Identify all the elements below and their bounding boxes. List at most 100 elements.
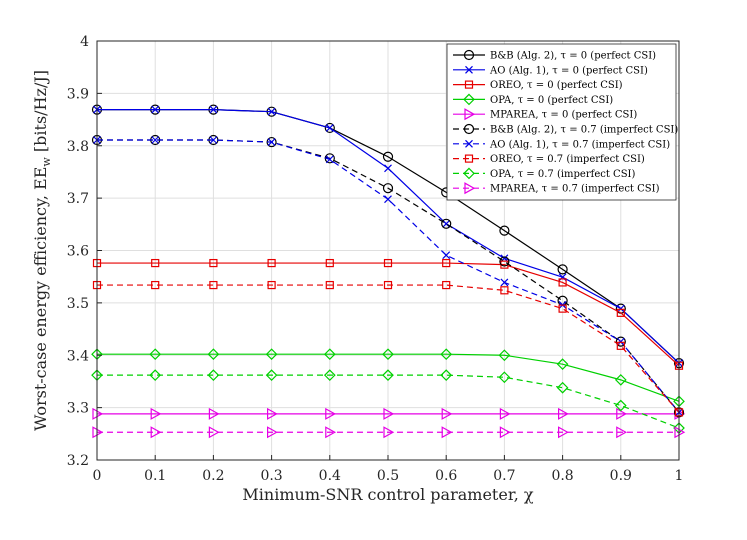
y-tick-label: 3.8 xyxy=(67,139,89,155)
data-point xyxy=(442,280,451,290)
data-point xyxy=(614,374,627,386)
data-point xyxy=(383,258,393,268)
data-point xyxy=(207,348,220,361)
data-point xyxy=(616,341,625,350)
y-tick-label: 3.9 xyxy=(67,86,89,102)
y-axis-label-main: Worst-case energy efficiency, EE xyxy=(31,167,50,431)
data-point xyxy=(382,348,394,361)
data-point xyxy=(325,426,337,439)
data-point xyxy=(209,280,218,290)
data-point xyxy=(382,151,394,162)
series-line xyxy=(97,139,680,413)
data-point xyxy=(383,426,395,439)
data-point xyxy=(207,369,220,382)
y-tick-label: 4 xyxy=(80,34,89,50)
x-tick-label: 0.5 xyxy=(377,468,399,484)
y-tick-label: 3.6 xyxy=(67,244,89,260)
legend-label: AO (Alg. 1), τ = 0.7 (imperfect CSI) xyxy=(489,139,670,150)
x-tick-label: 0.3 xyxy=(260,468,282,484)
data-point xyxy=(149,369,162,382)
data-point xyxy=(208,426,220,439)
series-1 xyxy=(93,105,683,368)
data-point xyxy=(150,426,162,439)
data-point xyxy=(151,258,160,268)
data-point xyxy=(325,407,337,420)
tick-layer: 0 0.1 0.2 0.3 0.4 0.5 0.6 0.7 0.8 0.9 1 3.2 3.3 3.4 3.… xyxy=(67,34,684,484)
legend-label: MPAREA, τ = 0.7 (imperfect CSI) xyxy=(490,184,660,195)
data-point xyxy=(384,195,392,204)
legend-label: OREO, τ = 0 (perfect CSI) xyxy=(490,80,623,91)
data-point xyxy=(499,407,511,420)
legend-marker xyxy=(464,182,476,195)
data-point xyxy=(499,225,510,236)
series-line xyxy=(97,353,680,402)
legend-label: OREO, τ = 0.7 (imperfect CSI) xyxy=(490,154,645,165)
data-point xyxy=(558,278,567,287)
data-point xyxy=(209,105,218,114)
data-point xyxy=(614,399,627,412)
x-axis-label: Minimum-SNR control parameter, χ xyxy=(242,485,533,504)
data-point xyxy=(498,349,511,362)
data-point xyxy=(442,219,451,228)
data-point xyxy=(383,407,395,420)
data-point xyxy=(324,122,335,134)
x-tick-label: 0.2 xyxy=(202,468,224,484)
x-tick-label: 0.6 xyxy=(435,468,457,484)
data-point xyxy=(325,258,334,268)
x-tick-label: 0.9 xyxy=(610,468,632,484)
legend-entry: AO (Alg. 1), τ = 0 (perfect CSI) xyxy=(453,65,648,76)
legend-box xyxy=(446,43,677,201)
legend-marker xyxy=(463,93,475,106)
data-point xyxy=(499,426,511,439)
data-point xyxy=(441,218,452,229)
data-point xyxy=(149,348,162,361)
legend-entry: OPA, τ = 0 (perfect CSI) xyxy=(453,93,613,106)
legend-entry: MPAREA, τ = 0.7 (imperfect CSI) xyxy=(453,182,660,195)
legend-entry: OPA, τ = 0.7 (imperfect CSI) xyxy=(453,167,635,180)
series-9 xyxy=(92,426,686,439)
x-tick-label: 0.7 xyxy=(493,468,515,484)
y-tick-label: 3.7 xyxy=(67,191,89,207)
data-point xyxy=(384,164,392,173)
legend-marker xyxy=(463,167,475,180)
data-point xyxy=(615,336,626,347)
data-point xyxy=(325,280,334,290)
data-point xyxy=(209,258,218,268)
y-tick-label: 3.4 xyxy=(67,348,89,364)
data-point xyxy=(616,308,625,317)
x-tick-label: 0.4 xyxy=(319,468,341,484)
data-point xyxy=(383,280,393,290)
data-point xyxy=(151,136,160,144)
legend-entry: MPAREA, τ = 0 (perfect CSI) xyxy=(453,108,637,121)
legend-marker xyxy=(464,108,476,121)
data-point xyxy=(500,286,509,295)
legend-marker xyxy=(463,123,475,135)
series-3 xyxy=(91,348,685,408)
x-tick-label: 0 xyxy=(93,468,102,484)
data-point xyxy=(441,426,453,439)
data-point xyxy=(267,426,278,439)
data-point xyxy=(265,348,278,361)
data-point xyxy=(265,369,278,382)
legend-marker xyxy=(465,139,473,148)
data-point xyxy=(382,369,394,382)
legend-entry: OREO, τ = 0.7 (imperfect CSI) xyxy=(453,154,645,165)
series-line xyxy=(97,284,680,413)
legend-entry: B&B (Alg. 2), τ = 0 (perfect CSI) xyxy=(453,49,656,62)
y-axis-label-unit: [bits/Hz/J] xyxy=(31,70,50,157)
series-line xyxy=(97,262,680,367)
data-point xyxy=(440,369,453,382)
x-tick-label: 1 xyxy=(675,468,684,484)
y-axis-label: Worst-case energy efficiency, EEw [bits/… xyxy=(31,70,53,431)
data-point xyxy=(616,426,628,439)
data-point xyxy=(267,107,276,116)
legend-label: MPAREA, τ = 0 (perfect CSI) xyxy=(490,110,637,121)
data-point xyxy=(442,258,451,268)
data-point xyxy=(382,183,394,194)
data-point xyxy=(558,407,569,420)
x-tick-label: 0.8 xyxy=(551,468,573,484)
y-tick-label: 3.2 xyxy=(67,453,89,469)
data-point xyxy=(441,407,453,420)
data-point xyxy=(500,278,509,287)
